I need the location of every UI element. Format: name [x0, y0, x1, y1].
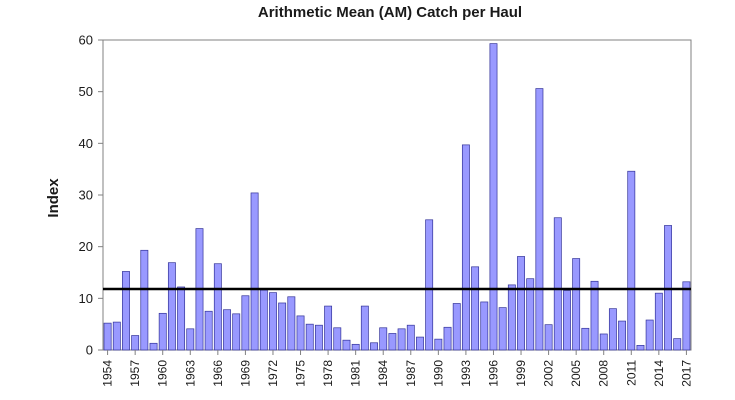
x-tick-label: 2017 [679, 360, 693, 387]
y-tick-label: 30 [79, 188, 93, 203]
bar-1967 [223, 309, 231, 351]
bar-2004 [563, 290, 571, 351]
x-tick-label: 1978 [321, 360, 335, 387]
x-tick-label: 1963 [183, 360, 197, 387]
plot-area [102, 39, 692, 351]
bar-1981 [351, 343, 360, 351]
x-tick-label: 1981 [349, 360, 363, 387]
y-tick-label: 20 [79, 239, 93, 254]
bar-1993 [461, 144, 470, 351]
bar-2007 [590, 280, 599, 351]
bar-1979 [333, 327, 342, 351]
bar-1973 [278, 302, 287, 351]
bar-2017 [682, 281, 691, 351]
y-tick-label: 10 [79, 291, 93, 306]
bar-1970 [250, 192, 259, 351]
bar-2008 [599, 333, 608, 351]
bar-2011 [627, 170, 636, 351]
x-tick-label: 2014 [652, 360, 666, 387]
bar-1977 [314, 324, 323, 351]
y-tick-label: 40 [79, 136, 93, 151]
bar-1987 [406, 324, 415, 351]
bar-2001 [535, 88, 544, 351]
bar-1954 [103, 322, 112, 351]
x-tick-label: 1993 [459, 360, 473, 387]
bar-1978 [324, 305, 333, 351]
bar-1999 [517, 256, 525, 351]
bar-2002 [544, 324, 553, 351]
bar-1994 [471, 266, 480, 351]
y-tick-label: 0 [86, 343, 93, 358]
bar-2010 [618, 320, 627, 351]
y-axis: 0 10 20 30 40 50 60 [79, 33, 103, 358]
bar-1974 [287, 296, 296, 351]
bar-2005 [572, 258, 581, 351]
bar-1955 [112, 321, 121, 351]
bar-1989 [425, 219, 434, 351]
bar-1980 [342, 339, 351, 351]
bar-1961 [167, 262, 176, 351]
x-tick-label: 1957 [128, 360, 142, 387]
x-tick-label: 1969 [238, 360, 252, 387]
x-tick-label: 2002 [542, 360, 556, 387]
bar-1998 [507, 284, 516, 351]
x-tick-label: 1972 [266, 360, 280, 387]
x-tick-label: 1960 [156, 360, 170, 387]
bar-1984 [379, 327, 388, 351]
bar-1976 [305, 323, 314, 351]
x-tick-label: 2005 [569, 360, 583, 387]
bar-1985 [388, 333, 397, 351]
bar-2015 [664, 225, 672, 351]
bar-1965 [204, 310, 213, 351]
y-tick-label: 60 [79, 33, 93, 48]
bar-1969 [241, 295, 250, 351]
bar-1959 [149, 342, 158, 351]
y-tick-label: 50 [79, 84, 93, 99]
x-tick-label: 1999 [514, 360, 528, 387]
x-tick-label: 1966 [211, 360, 225, 387]
bar-1975 [296, 315, 305, 351]
x-tick-label: 1990 [431, 360, 445, 387]
x-tick-label: 1984 [376, 360, 390, 387]
x-tick-label: 2011 [624, 360, 638, 386]
x-axis: 1954 1957 1960 1963 1966 1969 1972 1975 1978 1981… [101, 350, 693, 387]
chart-title: Arithmetic Mean (AM) Catch per Haul [258, 4, 522, 21]
bar-1963 [186, 328, 195, 351]
bar-1986 [397, 328, 406, 351]
bar-1982 [360, 305, 369, 351]
bar-1996 [489, 43, 498, 351]
bar-2013 [645, 319, 654, 351]
bars-layer [103, 43, 691, 351]
x-tick-label: 1996 [486, 360, 500, 387]
bar-2000 [526, 278, 535, 351]
x-tick-label: 1987 [404, 360, 418, 387]
bar-1960 [158, 312, 167, 351]
bar-1983 [370, 342, 378, 351]
bar-1997 [498, 307, 507, 351]
bar-1992 [452, 303, 461, 351]
bar-2006 [581, 327, 590, 351]
bar-1966 [213, 263, 222, 351]
bar-1971 [259, 289, 268, 351]
y-axis-label: Index [45, 178, 62, 218]
bar-2009 [608, 308, 617, 351]
bar-2016 [673, 338, 682, 351]
bar-1957 [131, 335, 140, 351]
bar-1958 [140, 249, 149, 351]
x-tick-label: 1975 [294, 360, 308, 387]
x-tick-label: 2008 [597, 360, 611, 387]
bar-1995 [480, 301, 489, 351]
bar-1962 [177, 286, 186, 351]
bar-1956 [122, 271, 130, 351]
x-tick-label: 1954 [101, 360, 115, 387]
bar-2003 [553, 217, 562, 351]
bar-1988 [416, 336, 424, 351]
bar-2014 [654, 292, 663, 351]
bar-1991 [443, 326, 452, 351]
bar-1968 [232, 313, 241, 351]
bar-1990 [434, 338, 443, 351]
bar-1972 [269, 292, 277, 351]
bar-2012 [636, 345, 645, 351]
